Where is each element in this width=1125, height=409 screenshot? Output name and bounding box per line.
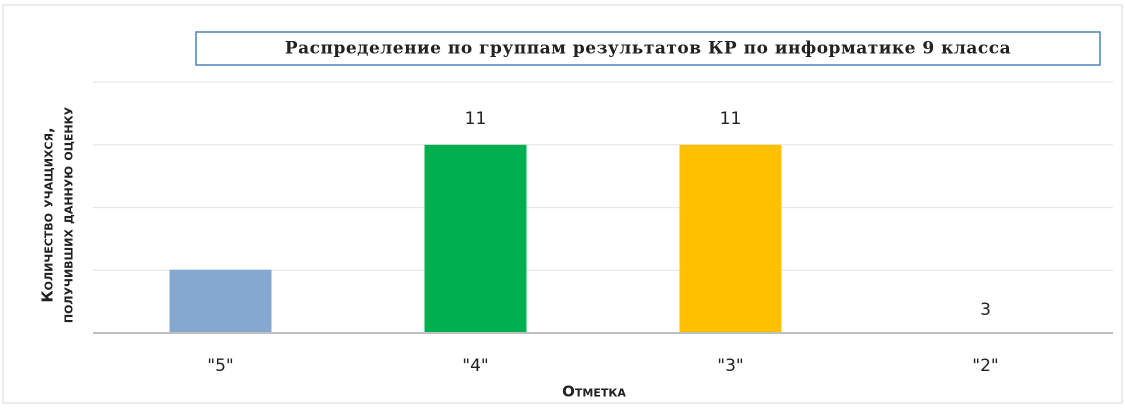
bar — [424, 144, 527, 333]
chart-border — [2, 4, 1123, 404]
chart-title: Распределение по группам результатов КР … — [285, 39, 1011, 59]
y-label-line: получивших данную оценку — [59, 106, 77, 323]
data-label: 11 — [720, 109, 742, 129]
annotation: 3 — [980, 300, 991, 320]
x-tick-label: "5" — [207, 356, 233, 376]
x-axis-label: Отметка — [562, 383, 626, 401]
x-tick-label: "4" — [462, 356, 488, 376]
y-label-line: Количество учащихся, — [39, 127, 57, 302]
bar — [679, 144, 782, 333]
x-tick-label: "3" — [717, 356, 743, 376]
bar — [169, 269, 272, 333]
y-axis-label: Количество учащихся, получивших данную о… — [39, 106, 77, 323]
title-box — [195, 31, 1101, 66]
x-tick-label: "2" — [972, 356, 998, 376]
data-label: 11 — [465, 109, 487, 129]
